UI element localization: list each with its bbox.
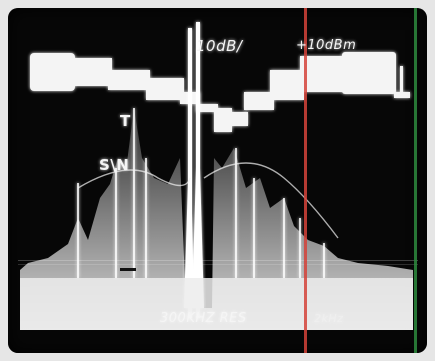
- spectrum-trace: [18, 22, 418, 330]
- oscilloscope-screen: 10dB/ +10dBm T S\N 300KHZ RES 2kHz: [8, 8, 427, 353]
- marker-t-label: T: [120, 112, 131, 130]
- carrier-spike: [184, 22, 204, 318]
- envelope-curve: [77, 169, 191, 189]
- response-trace: [30, 52, 410, 132]
- marker-sn-label: S\N: [99, 156, 130, 174]
- bandwidth-label: 300KHZ RES: [160, 311, 247, 326]
- envelope-curve-right: [203, 162, 339, 239]
- extra-label: 2kHz: [314, 312, 344, 325]
- red-cursor-line: [304, 8, 307, 353]
- green-cursor-line: [414, 8, 417, 353]
- sideband-spikes: [77, 108, 325, 278]
- marker-bar: [120, 268, 136, 271]
- ref-level-label: 10dB/: [196, 37, 243, 55]
- noise-floor: [20, 108, 413, 330]
- scale-label: +10dBm: [296, 38, 357, 53]
